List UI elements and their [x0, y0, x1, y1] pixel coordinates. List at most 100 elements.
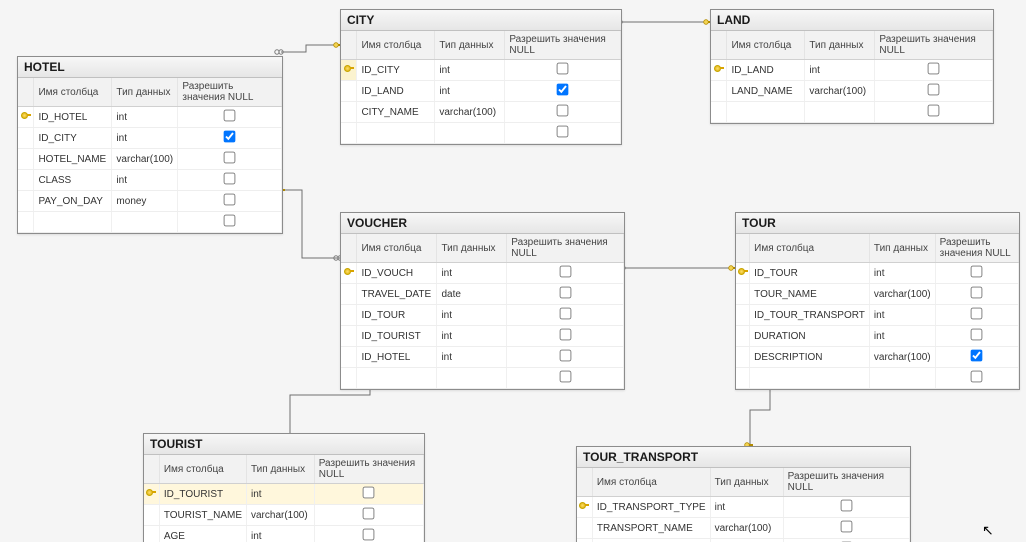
- allow-null-cell[interactable]: [935, 347, 1018, 368]
- allow-null-cell[interactable]: [178, 212, 282, 233]
- table-row-empty[interactable]: [341, 123, 621, 144]
- column-type-cell[interactable]: int: [112, 128, 178, 149]
- col-null-header[interactable]: Разрешить значения NULL: [875, 31, 993, 60]
- column-name-cell[interactable]: ID_CITY: [357, 60, 435, 81]
- col-type-header[interactable]: Тип данных: [710, 468, 783, 497]
- col-null-header[interactable]: Разрешить значения NULL: [507, 234, 624, 263]
- allow-null-cell[interactable]: [935, 368, 1018, 389]
- allow-null-cell[interactable]: [507, 305, 624, 326]
- column-name-cell[interactable]: HOTEL_NAME: [34, 149, 112, 170]
- column-name-cell[interactable]: [750, 368, 870, 389]
- column-type-cell[interactable]: varchar(100): [805, 81, 875, 102]
- allow-null-checkbox[interactable]: [840, 521, 852, 533]
- col-name-header[interactable]: Имя столбца: [592, 468, 710, 497]
- column-type-cell[interactable]: int: [869, 305, 935, 326]
- allow-null-checkbox[interactable]: [557, 63, 569, 75]
- table-tour[interactable]: TOURИмя столбцаТип данныхРазрешить значе…: [735, 212, 1020, 390]
- table-row[interactable]: ID_LANDint: [711, 60, 993, 81]
- column-type-cell[interactable]: int: [437, 305, 507, 326]
- allow-null-cell[interactable]: [505, 81, 621, 102]
- column-type-cell[interactable]: [710, 539, 783, 542]
- column-type-cell[interactable]: int: [869, 263, 935, 284]
- table-tourtransport[interactable]: TOUR_TRANSPORTИмя столбцаТип данныхРазре…: [576, 446, 911, 542]
- table-row[interactable]: DURATIONint: [736, 326, 1019, 347]
- column-type-cell[interactable]: [112, 212, 178, 233]
- allow-null-checkbox[interactable]: [971, 266, 983, 278]
- table-row[interactable]: TOURIST_NAMEvarchar(100): [144, 505, 424, 526]
- allow-null-cell[interactable]: [178, 149, 282, 170]
- allow-null-cell[interactable]: [507, 326, 624, 347]
- allow-null-cell[interactable]: [935, 305, 1018, 326]
- table-hotel[interactable]: HOTELИмя столбцаТип данныхРазрешить знач…: [17, 56, 283, 234]
- column-type-cell[interactable]: int: [805, 60, 875, 81]
- allow-null-cell[interactable]: [875, 81, 993, 102]
- table-row-empty[interactable]: [577, 539, 910, 542]
- column-type-cell[interactable]: int: [112, 107, 178, 128]
- column-type-cell[interactable]: int: [112, 170, 178, 191]
- column-name-cell[interactable]: ID_HOTEL: [34, 107, 112, 128]
- allow-null-checkbox[interactable]: [557, 105, 569, 117]
- allow-null-cell[interactable]: [783, 497, 909, 518]
- column-type-cell[interactable]: varchar(100): [112, 149, 178, 170]
- table-row[interactable]: HOTEL_NAMEvarchar(100): [18, 149, 282, 170]
- table-row[interactable]: TRAVEL_DATEdate: [341, 284, 624, 305]
- table-row[interactable]: AGEint: [144, 526, 424, 542]
- allow-null-cell[interactable]: [507, 263, 624, 284]
- table-row[interactable]: ID_TOUR_TRANSPORTint: [736, 305, 1019, 326]
- allow-null-checkbox[interactable]: [559, 266, 571, 278]
- col-type-header[interactable]: Тип данных: [437, 234, 507, 263]
- column-name-cell[interactable]: TOUR_NAME: [750, 284, 870, 305]
- col-type-header[interactable]: Тип данных: [805, 31, 875, 60]
- table-row[interactable]: ID_HOTELint: [341, 347, 624, 368]
- column-type-cell[interactable]: int: [247, 526, 315, 542]
- table-title[interactable]: TOURIST: [144, 434, 424, 455]
- table-tourist[interactable]: TOURISTИмя столбцаТип данныхРазрешить зн…: [143, 433, 425, 542]
- column-name-cell[interactable]: [34, 212, 112, 233]
- allow-null-cell[interactable]: [178, 170, 282, 191]
- allow-null-cell[interactable]: [783, 539, 909, 542]
- col-null-header[interactable]: Разрешить значения NULL: [505, 31, 621, 60]
- column-name-cell[interactable]: ID_TOUR: [357, 305, 437, 326]
- allow-null-checkbox[interactable]: [224, 173, 236, 185]
- allow-null-checkbox[interactable]: [557, 126, 569, 138]
- table-row[interactable]: ID_HOTELint: [18, 107, 282, 128]
- allow-null-checkbox[interactable]: [559, 308, 571, 320]
- allow-null-cell[interactable]: [505, 102, 621, 123]
- allow-null-cell[interactable]: [507, 347, 624, 368]
- allow-null-cell[interactable]: [875, 102, 993, 123]
- allow-null-cell[interactable]: [935, 326, 1018, 347]
- allow-null-cell[interactable]: [783, 518, 909, 539]
- table-row[interactable]: ID_TOURISTint: [341, 326, 624, 347]
- table-title[interactable]: VOUCHER: [341, 213, 624, 234]
- allow-null-checkbox[interactable]: [224, 215, 236, 227]
- allow-null-checkbox[interactable]: [363, 487, 375, 499]
- column-type-cell[interactable]: int: [435, 81, 505, 102]
- column-type-cell[interactable]: varchar(100): [710, 518, 783, 539]
- col-name-header[interactable]: Имя столбца: [727, 31, 805, 60]
- column-name-cell[interactable]: ID_CITY: [34, 128, 112, 149]
- allow-null-checkbox[interactable]: [224, 152, 236, 164]
- column-type-cell[interactable]: varchar(100): [247, 505, 315, 526]
- allow-null-checkbox[interactable]: [971, 350, 983, 362]
- column-type-cell[interactable]: varchar(100): [435, 102, 505, 123]
- column-name-cell[interactable]: [592, 539, 710, 542]
- table-row[interactable]: TRANSPORT_NAMEvarchar(100): [577, 518, 910, 539]
- column-name-cell[interactable]: CLASS: [34, 170, 112, 191]
- allow-null-cell[interactable]: [314, 484, 423, 505]
- table-title[interactable]: CITY: [341, 10, 621, 31]
- table-city[interactable]: CITYИмя столбцаТип данныхРазрешить значе…: [340, 9, 622, 145]
- column-type-cell[interactable]: date: [437, 284, 507, 305]
- column-name-cell[interactable]: TRAVEL_DATE: [357, 284, 437, 305]
- table-title[interactable]: HOTEL: [18, 57, 282, 78]
- column-type-cell[interactable]: int: [437, 263, 507, 284]
- allow-null-cell[interactable]: [314, 505, 423, 526]
- column-type-cell[interactable]: money: [112, 191, 178, 212]
- table-title[interactable]: TOUR_TRANSPORT: [577, 447, 910, 468]
- table-row-empty[interactable]: [341, 368, 624, 389]
- col-type-header[interactable]: Тип данных: [112, 78, 178, 107]
- allow-null-cell[interactable]: [314, 526, 423, 542]
- table-row[interactable]: CLASSint: [18, 170, 282, 191]
- column-name-cell[interactable]: ID_HOTEL: [357, 347, 437, 368]
- column-name-cell[interactable]: CITY_NAME: [357, 102, 435, 123]
- col-type-header[interactable]: Тип данных: [247, 455, 315, 484]
